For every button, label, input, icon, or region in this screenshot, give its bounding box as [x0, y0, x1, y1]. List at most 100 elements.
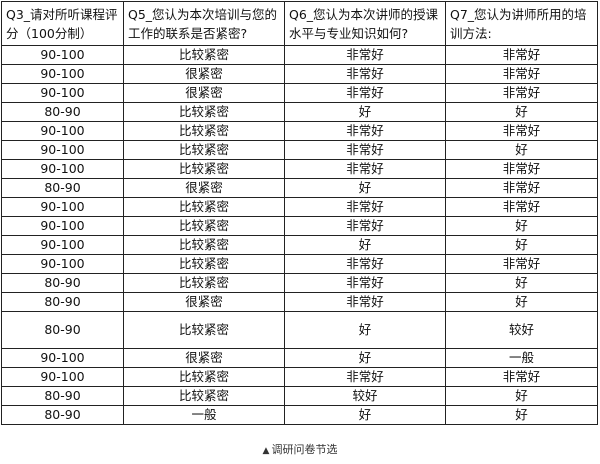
header-q3-score: Q3_请对所听课程评分（100分制）: [1, 1, 124, 46]
cell-method: 非常好: [445, 121, 598, 141]
table-header-row: Q3_请对所听课程评分（100分制） Q5_您认为本次培训与您的工作的联系是否紧…: [1, 1, 598, 46]
survey-table: Q3_请对所听课程评分（100分制） Q5_您认为本次培训与您的工作的联系是否紧…: [1, 1, 598, 425]
cell-relevance: 比较紧密: [123, 216, 285, 236]
cell-instructor: 非常好: [284, 83, 446, 103]
cell-instructor: 好: [284, 405, 446, 425]
cell-method: 好: [445, 273, 598, 293]
cell-instructor: 非常好: [284, 197, 446, 217]
cell-method: 非常好: [445, 367, 598, 387]
figure-caption: ▲ 调研问卷节选: [0, 441, 600, 457]
table-row: 80-90 比较紧密 较好好: [1, 386, 598, 406]
cell-instructor: 非常好: [284, 367, 446, 387]
cell-score: 80-90: [1, 292, 124, 312]
cell-method: 较好: [445, 311, 598, 349]
cell-instructor: 非常好: [284, 45, 446, 65]
table-row: 90-100 比较紧密 非常好好: [1, 140, 598, 160]
table-row: 90-100 比较紧密 非常好 非常好: [1, 121, 598, 141]
cell-relevance: 一般: [123, 405, 285, 425]
table-row: 80-90 一般好好: [1, 405, 598, 425]
cell-instructor: 非常好: [284, 121, 446, 141]
cell-method: 非常好: [445, 178, 598, 198]
cell-instructor: 非常好: [284, 254, 446, 274]
cell-method: 非常好: [445, 83, 598, 103]
header-q6-instructor: Q6_您认为本次讲师的授课水平与专业知识如何?: [284, 1, 446, 46]
cell-relevance: 比较紧密: [123, 386, 285, 406]
cell-relevance: 很紧密: [123, 348, 285, 368]
cell-relevance: 比较紧密: [123, 140, 285, 160]
cell-relevance: 很紧密: [123, 83, 285, 103]
cell-score: 90-100: [1, 197, 124, 217]
table-row: 90-100 比较紧密好好: [1, 235, 598, 255]
cell-score: 80-90: [1, 386, 124, 406]
cell-relevance: 很紧密: [123, 178, 285, 198]
table-row: 80-90 比较紧密 非常好好: [1, 273, 598, 293]
cell-relevance: 比较紧密: [123, 254, 285, 274]
table-row: 90-100 比较紧密 非常好 非常好: [1, 367, 598, 387]
cell-instructor: 非常好: [284, 64, 446, 84]
cell-instructor: 好: [284, 311, 446, 349]
cell-score: 90-100: [1, 83, 124, 103]
cell-score: 90-100: [1, 216, 124, 236]
cell-relevance: 很紧密: [123, 64, 285, 84]
table-row: 90-100 很紧密 非常好 非常好: [1, 64, 598, 84]
table-row: 80-90 比较紧密好好: [1, 102, 598, 122]
cell-relevance: 比较紧密: [123, 273, 285, 293]
cell-relevance: 比较紧密: [123, 197, 285, 217]
cell-method: 一般: [445, 348, 598, 368]
cell-instructor: 好: [284, 178, 446, 198]
cell-method: 好: [445, 102, 598, 122]
cell-instructor: 较好: [284, 386, 446, 406]
cell-score: 90-100: [1, 348, 124, 368]
cell-method: 好: [445, 140, 598, 160]
table-row: 80-90 很紧密好非常好: [1, 178, 598, 198]
cell-relevance: 比较紧密: [123, 311, 285, 349]
cell-score: 90-100: [1, 140, 124, 160]
cell-instructor: 好: [284, 102, 446, 122]
cell-relevance: 比较紧密: [123, 121, 285, 141]
table-row: 90-100 很紧密好一般: [1, 348, 598, 368]
cell-score: 90-100: [1, 64, 124, 84]
cell-method: 好: [445, 216, 598, 236]
header-q7-method: Q7_您认为讲师所用的培训方法:: [445, 1, 598, 46]
caption-triangle-icon: ▲: [262, 446, 270, 456]
cell-instructor: 非常好: [284, 273, 446, 293]
cell-score: 90-100: [1, 159, 124, 179]
cell-score: 90-100: [1, 45, 124, 65]
cell-method: 非常好: [445, 159, 598, 179]
table-row: 90-100 很紧密 非常好 非常好: [1, 83, 598, 103]
table-row: 90-100 比较紧密 非常好 非常好: [1, 197, 598, 217]
cell-score: 90-100: [1, 235, 124, 255]
cell-relevance: 很紧密: [123, 292, 285, 312]
cell-method: 非常好: [445, 45, 598, 65]
cell-method: 好: [445, 235, 598, 255]
cell-instructor: 好: [284, 348, 446, 368]
cell-instructor: 非常好: [284, 140, 446, 160]
cell-method: 好: [445, 292, 598, 312]
cell-score: 90-100: [1, 367, 124, 387]
caption-text: 调研问卷节选: [271, 443, 338, 456]
cell-relevance: 比较紧密: [123, 367, 285, 387]
cell-instructor: 非常好: [284, 292, 446, 312]
cell-method: 非常好: [445, 254, 598, 274]
cell-instructor: 非常好: [284, 216, 446, 236]
cell-relevance: 比较紧密: [123, 102, 285, 122]
header-q5-relevance: Q5_您认为本次培训与您的工作的联系是否紧密?: [123, 1, 285, 46]
table-row: 80-90 很紧密 非常好好: [1, 292, 598, 312]
table-row: 90-100 比较紧密 非常好 非常好: [1, 159, 598, 179]
cell-score: 80-90: [1, 178, 124, 198]
cell-method: 好: [445, 386, 598, 406]
cell-method: 好: [445, 405, 598, 425]
cell-score: 90-100: [1, 254, 124, 274]
cell-method: 非常好: [445, 64, 598, 84]
table-row: 80-90 比较紧密好较好: [1, 311, 598, 349]
cell-instructor: 非常好: [284, 159, 446, 179]
survey-table-container: Q3_请对所听课程评分（100分制） Q5_您认为本次培训与您的工作的联系是否紧…: [1, 1, 598, 425]
table-body: 90-100 比较紧密 非常好 非常好 90-100 很紧密 非常好 非常好 90-100 很紧密…: [1, 45, 598, 425]
cell-score: 80-90: [1, 102, 124, 122]
cell-instructor: 好: [284, 235, 446, 255]
table-row: 90-100 比较紧密 非常好 非常好: [1, 254, 598, 274]
cell-score: 90-100: [1, 121, 124, 141]
cell-score: 80-90: [1, 273, 124, 293]
cell-relevance: 比较紧密: [123, 45, 285, 65]
cell-score: 80-90: [1, 405, 124, 425]
